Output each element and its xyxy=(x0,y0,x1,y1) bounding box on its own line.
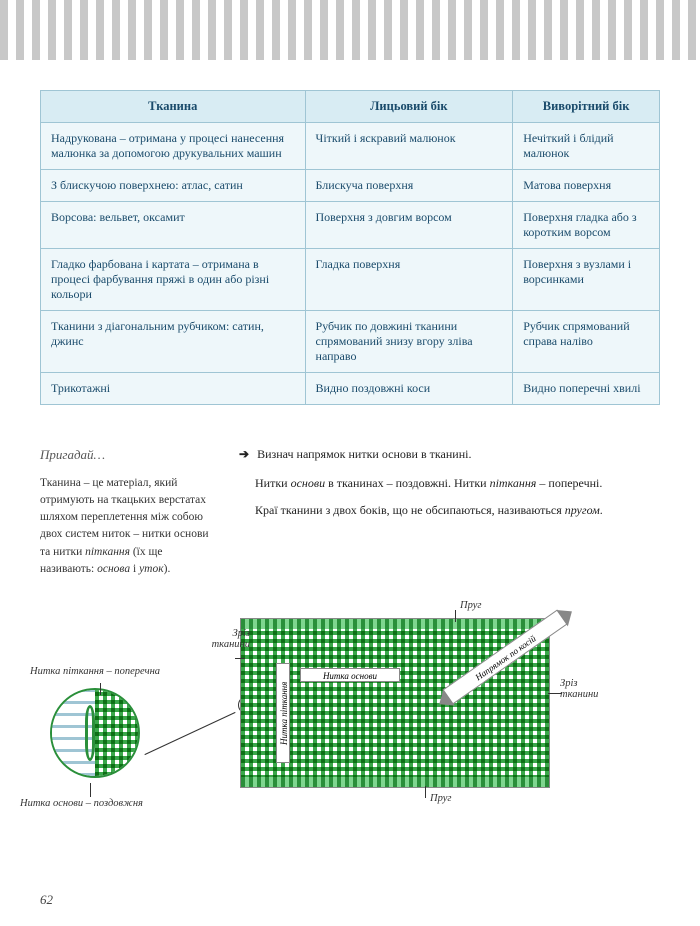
task-text: Визнач напрямок нитки основи в тканині. xyxy=(257,445,471,464)
callout-line xyxy=(90,783,91,797)
col-header-fabric: Тканина xyxy=(41,91,306,123)
weft-thread-label: Нитка піткання – поперечна xyxy=(30,666,160,677)
cell: Нечіткий і блідий малюнок xyxy=(513,123,660,170)
cell: Видно поздовжні коси xyxy=(305,373,513,405)
selvage-label-top: Пруг xyxy=(460,600,481,611)
paragraph-2: Краї тканини з двох боків, що не обсипаю… xyxy=(239,501,660,520)
zoom-right-half xyxy=(95,690,138,776)
cell: Рубчик по довжині тканини спрямований зн… xyxy=(305,311,513,373)
zoom-connector-line xyxy=(144,712,235,755)
cell: Трикотажні xyxy=(41,373,306,405)
table-header-row: Тканина Лицьовий бік Виворітний бік xyxy=(41,91,660,123)
em: піткання xyxy=(490,476,537,490)
recall-heading: Пригадай… xyxy=(40,445,215,465)
task-arrow-icon: ➔ xyxy=(239,445,249,464)
page-number: 62 xyxy=(40,892,53,908)
cell: Матова поверхня xyxy=(513,170,660,202)
cell: Гладка поверхня xyxy=(305,249,513,311)
cell: Поверхня з довгим ворсом xyxy=(305,202,513,249)
recall-text: Тканина – це матеріал, який отримують на… xyxy=(40,475,215,579)
cell: З блискучою поверхнею: атлас, сатин xyxy=(41,170,306,202)
em: пругом xyxy=(565,503,600,517)
text: і xyxy=(130,563,139,575)
recall-sidebar: Пригадай… Тканина – це матеріал, який от… xyxy=(40,445,215,578)
text: – поперечні. xyxy=(536,476,602,490)
weft-direction-arrow: Нитка піткання xyxy=(276,663,290,763)
em: основи xyxy=(291,476,326,490)
page-content: Тканина Лицьовий бік Виворітний бік Надр… xyxy=(0,60,700,828)
main-text: ➔ Визнач напрямок нитки основи в тканині… xyxy=(239,445,660,578)
callout-line xyxy=(100,683,101,695)
cell: Надрукована – отримана у процесі нанесен… xyxy=(41,123,306,170)
warp-thread-label: Нитка основи – поздовжня xyxy=(20,798,143,809)
em: піткання xyxy=(85,546,130,558)
selvage-label-bottom: Пруг xyxy=(430,793,451,804)
table-row: Гладко фарбована і картата – отримана в … xyxy=(41,249,660,311)
text: ). xyxy=(164,563,171,575)
table-row: З блискучою поверхнею: атлас, сатин Блис… xyxy=(41,170,660,202)
fabric-structure-diagram: Нитка піткання – поперечна Нитка основи … xyxy=(40,588,660,828)
table-row: Ворсова: вельвет, оксамит Поверхня з дов… xyxy=(41,202,660,249)
table-row: Трикотажні Видно поздовжні коси Видно по… xyxy=(41,373,660,405)
fabric-comparison-table: Тканина Лицьовий бік Виворітний бік Надр… xyxy=(40,90,660,405)
task-line: ➔ Визнач напрямок нитки основи в тканині… xyxy=(239,445,660,464)
callout-line xyxy=(425,786,426,798)
cut-edge-label-right: Зріз тканини xyxy=(560,678,610,700)
callout-line xyxy=(455,610,456,622)
callout-line xyxy=(548,693,562,694)
cell: Поверхня з вузлами і ворсинками xyxy=(513,249,660,311)
cell: Тканини з діагональним рубчиком: сатин, … xyxy=(41,311,306,373)
zoom-circle xyxy=(50,688,140,778)
cell: Рубчик спрямований справа наліво xyxy=(513,311,660,373)
cell: Поверхня гладка або з коротким ворсом xyxy=(513,202,660,249)
text: . xyxy=(600,503,603,517)
cell: Гладко фарбована і картата – отримана в … xyxy=(41,249,306,311)
text: Нитки xyxy=(255,476,291,490)
warp-direction-arrow: Нитка основи xyxy=(300,668,400,682)
cell: Блискуча поверхня xyxy=(305,170,513,202)
em: основа xyxy=(97,563,130,575)
text: в тканинах – поздовжні. Нитки xyxy=(325,476,489,490)
cell: Видно поперечні хвилі xyxy=(513,373,660,405)
text: Краї тканини з двох боків, що не обсипаю… xyxy=(255,503,565,517)
cell: Ворсова: вельвет, оксамит xyxy=(41,202,306,249)
col-header-face: Лицьовий бік xyxy=(305,91,513,123)
col-header-back: Виворітний бік xyxy=(513,91,660,123)
lower-section: Пригадай… Тканина – це матеріал, який от… xyxy=(40,445,660,578)
em: уток xyxy=(139,563,164,575)
decorative-top-stripes xyxy=(0,0,700,60)
paragraph-1: Нитки основи в тканинах – поздовжні. Нит… xyxy=(239,474,660,493)
table-row: Тканини з діагональним рубчиком: сатин, … xyxy=(41,311,660,373)
table-row: Надрукована – отримана у процесі нанесен… xyxy=(41,123,660,170)
callout-line xyxy=(235,658,245,659)
cut-edge-label-left: Зріз тканини xyxy=(210,628,250,650)
zoom-thread-icon xyxy=(85,705,95,760)
cell: Чіткий і яскравий малюнок xyxy=(305,123,513,170)
